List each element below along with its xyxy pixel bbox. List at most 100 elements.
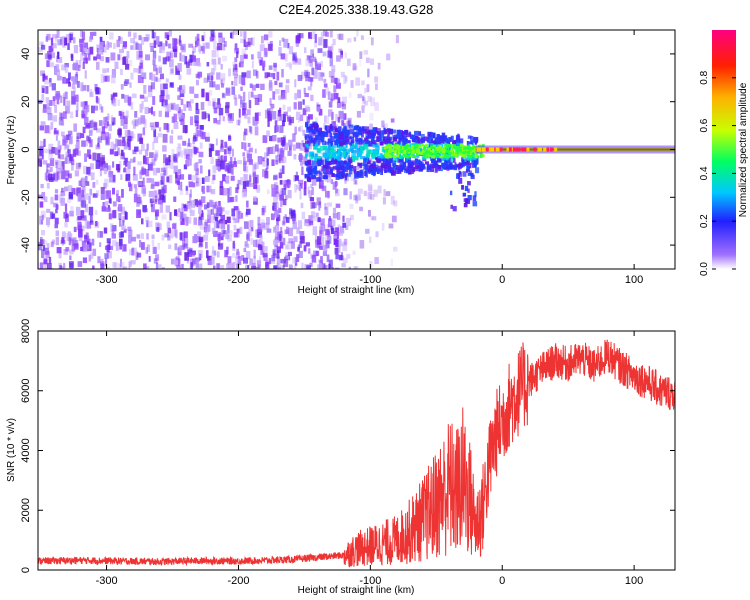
spectrogram-cell [192,51,195,56]
spectrogram-cell [185,203,191,210]
spectrogram-cell [317,48,323,53]
spectrogram-cell [62,93,66,98]
spectrogram-cell [473,145,477,149]
spectrogram-cell [144,106,150,114]
spectrogram-cell [121,140,126,147]
spectrogram-cell [315,239,320,248]
spectrogram-cell [323,175,328,180]
spectrogram-cell [437,164,441,170]
spectrogram-cell [243,31,247,39]
spectrogram-cell [287,251,292,256]
spectrogram-cell [96,54,101,60]
spectrogram-cell [451,164,457,169]
spectrogram-cell [364,143,369,150]
spectrogram-cell [423,153,427,157]
spectrogram-cell [337,152,340,157]
spectrogram-cell [304,122,309,128]
spectrogram-cell [272,111,277,120]
spectrogram-cell [128,183,133,192]
spectrogram-cell [279,168,283,175]
spectrogram-cell [188,174,192,180]
spectrogram-cell [353,125,357,131]
spectrogram-cell [369,260,373,268]
spectrogram-cell [253,120,258,126]
spectrogram-cell [215,216,219,222]
spectrogram-cell [280,89,286,99]
spectrogram-cell [241,48,247,56]
spectrogram-cell [210,30,215,37]
spectrogram-cell [169,43,173,49]
spectrogram-cell [232,215,236,221]
spectrogram-cell [147,91,153,98]
spectrogram-cell [95,159,101,169]
spectrogram-cell [298,250,303,258]
spectrogram-cell [82,84,87,91]
spectrogram-cell [454,153,458,157]
spectrogram-cell [245,180,249,187]
spectrogram-cell [175,38,181,45]
spectrogram-cell [346,166,351,175]
spectrogram-cell [421,156,427,160]
spectrogram-cell [450,146,454,150]
spectrogram-cell [100,131,106,141]
spectrogram-cell [370,165,373,169]
spectrogram-cell [118,111,122,116]
spectrogram-cell [54,35,58,43]
spectrogram-cell [169,160,174,169]
spectrogram-cell [466,150,470,154]
spectrogram-cell [236,248,240,256]
spectrogram-cell [367,165,372,171]
spectrogram-cell [47,51,52,59]
spectrogram-cell [99,152,103,159]
spectrogram-cell [109,165,112,172]
spectrogram-cell [461,157,464,162]
spectrogram-cell [195,102,199,110]
spectrogram-cell [383,159,387,163]
spectrogram-cell [211,227,216,235]
spectrogram-cell [60,95,63,103]
spectrogram-cell [281,37,285,42]
spectrogram-cell [328,70,334,78]
spectrogram-cell [444,148,448,152]
spectrogram-cell [40,70,45,77]
spectrogram-cell [414,135,419,140]
spectrogram-cell [463,198,469,202]
spectrogram-cell [132,174,138,181]
spectrogram-cell [272,253,277,259]
spectrogram-cell [240,96,243,105]
spectrogram-cell [183,204,187,209]
spectrogram-cell [207,260,212,266]
spectrogram-cell [309,140,314,144]
spectrogram-cell [76,132,81,139]
spectrogram-cell [104,163,108,169]
spectrogram-cell [361,126,365,132]
spectrogram-cell [334,159,338,165]
spectrogram-cell [194,120,198,127]
spectrogram-cell [364,100,369,106]
spectrogram-cell [46,107,52,115]
spectrogram-cell [390,195,395,205]
spectrogram-cell [463,150,467,154]
y-tick-label: -20 [20,189,32,205]
spectrogram-cell [134,188,138,195]
spectrogram-cell [71,96,76,105]
spectrogram-cell [279,113,283,121]
spectrogram-cell [88,36,93,42]
spectrogram-cell [262,135,268,143]
spectrogram-cell [170,50,173,58]
spectrogram-cell [316,148,321,153]
spectrogram-cell [198,73,201,79]
spectrogram-cell [353,177,357,185]
spectrogram-cell [46,182,50,189]
spectrogram-cell [317,139,321,146]
spectrogram-cell [330,160,335,165]
spectrogram-cell [325,233,328,241]
spectrogram-cell [91,119,94,128]
spectrogram-cell [353,266,358,269]
spectrogram-cell [183,104,187,112]
spectrogram-cell [336,166,340,172]
spectrogram-cell [137,161,142,166]
spectrogram-cell [111,121,115,126]
spectrogram-cell [462,192,467,197]
spectrogram-cell [75,162,81,170]
